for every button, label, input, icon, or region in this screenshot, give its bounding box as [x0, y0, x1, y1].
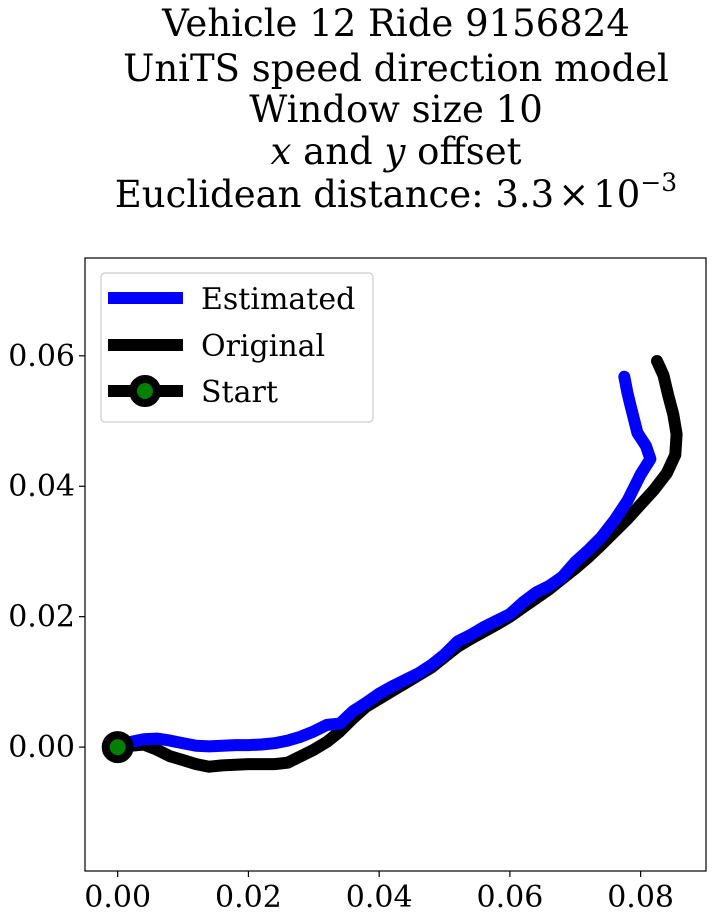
x-tick-label: 0.06 [476, 880, 543, 915]
y-tick-label: 0.00 [8, 730, 75, 765]
y-tick-label: 0.04 [8, 469, 75, 504]
x-tick-label: 0.08 [607, 880, 674, 915]
title-offset: offset [405, 130, 521, 173]
title-y-var: y [383, 130, 407, 173]
title-line-4: x and y offset [271, 130, 522, 173]
title-ten: 10 [593, 173, 640, 216]
legend-start-marker [129, 375, 161, 407]
title-and: and [291, 130, 384, 173]
title-distance-text: Euclidean distance: 3.3 [115, 173, 554, 216]
plot-frame [84, 257, 707, 872]
title-exponent: −3 [640, 168, 677, 197]
x-tick-label: 0.02 [215, 880, 282, 915]
series-layer [101, 355, 683, 773]
title-line-2: UniTS speed direction model [123, 47, 669, 90]
series-line-estimated [111, 370, 657, 754]
title-line-1: Vehicle 12 Ride 9156824 [161, 2, 630, 45]
legend-label-estimated: Estimated [201, 282, 355, 317]
x-tick-label: 0.00 [84, 880, 151, 915]
y-axis: 0.00 0.02 0.04 0.06 [8, 339, 85, 765]
chart-title: Vehicle 12 Ride 9156824 UniTS speed dire… [115, 2, 677, 216]
y-tick-label: 0.02 [8, 600, 75, 635]
title-line-3: Window size 10 [249, 88, 543, 131]
x-axis: 0.00 0.02 0.04 0.06 0.08 [84, 871, 674, 915]
title-x-var: x [271, 130, 292, 173]
legend-box [100, 272, 374, 423]
legend-label-original: Original [201, 329, 325, 364]
x-tick-label: 0.04 [346, 880, 413, 915]
legend: Estimated Original Start [100, 272, 374, 423]
title-times: × [558, 173, 589, 216]
start-marker [101, 731, 134, 764]
legend-label-start: Start [201, 375, 278, 410]
title-line-5: Euclidean distance: 3.3 × 10−3 [115, 168, 677, 216]
y-tick-label: 0.06 [8, 339, 75, 374]
